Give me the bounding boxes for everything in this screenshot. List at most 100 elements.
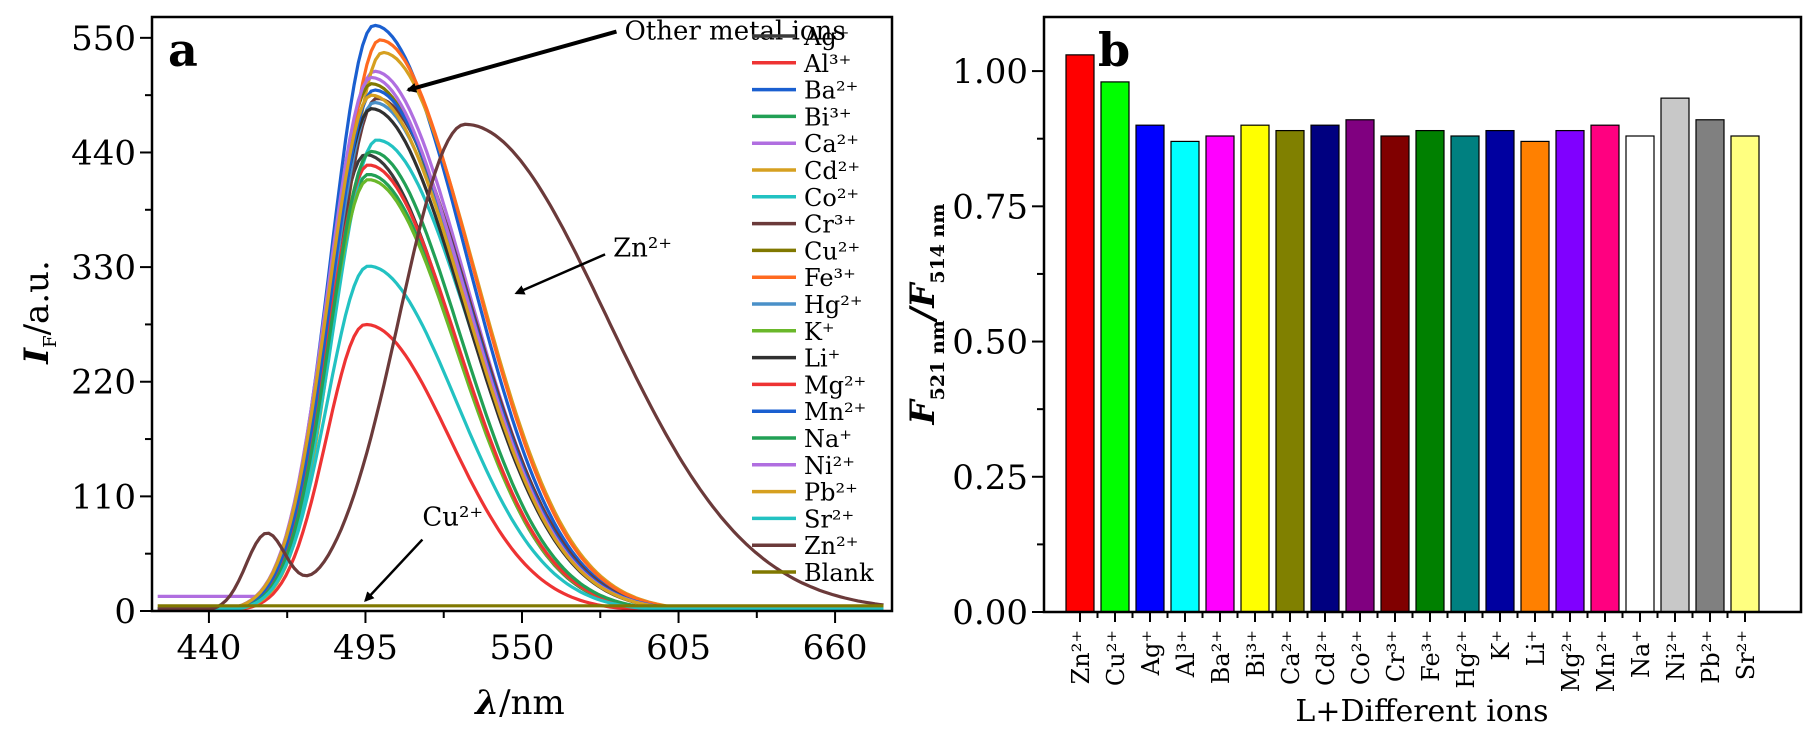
- y-tick-label-b-0.25: 0.25: [952, 458, 1028, 498]
- x-axis-b: Zn²⁺ Cu²⁺ Ag⁺ Al³⁺ Ba²⁺ Bi³⁺ Ca²⁺ Cd²⁺ Co²⁺ Cr³⁺ F…: [1067, 612, 1760, 692]
- x-tick-label-b-cd2-plus: Cd²⁺: [1312, 630, 1340, 686]
- bar-cd2-plus: [1310, 124, 1340, 613]
- y-axis-unit-a: /a.u.: [17, 260, 57, 335]
- x-tick-label-b-ca2-plus: Ca²⁺: [1277, 630, 1305, 685]
- bar-al3-plus: [1170, 140, 1200, 613]
- annotation-arrow-2: [364, 538, 424, 603]
- y-tick-label-a-110: 110: [71, 477, 136, 517]
- legend-label-sr2-plus-18: Sr²⁺: [804, 505, 854, 533]
- legend-label-al3-plus-1: Al³⁺: [803, 50, 851, 78]
- y-axis-a: 0 110 220 330 440 550: [71, 19, 152, 632]
- panel-label-b: b: [1098, 23, 1130, 77]
- annotation-arrow-1: [514, 253, 606, 295]
- bar-hg2-plus: [1450, 135, 1480, 613]
- annotation-arrow-0: [406, 29, 618, 93]
- y-tick-label-a-550: 550: [71, 19, 136, 59]
- plot-frame-a: [150, 15, 894, 613]
- bar-fe3-plus: [1415, 129, 1445, 613]
- spectrum-line-na-plus-15: [157, 149, 884, 611]
- legend-label-blank-20: Blank: [804, 559, 874, 587]
- fluorescence-ratio-bar-chart: 0.00 0.25 0.50 0.75 1.00 Zn²⁺ Cu²⁺ Ag⁺ Al³⁺ Ba²⁺…: [903, 15, 1803, 729]
- legend-label-zn2-plus-19: Zn²⁺: [804, 532, 858, 560]
- legend-label-na-plus-15: Na⁺: [804, 425, 852, 453]
- spectrum-line-fe3-plus-9: [157, 38, 884, 611]
- legend-label-mg2-plus-13: Mg²⁺: [804, 371, 866, 399]
- x-tick-label-b-al3-plus: Al³⁺: [1172, 630, 1200, 678]
- legend-label-co2-plus-6: Co²⁺: [804, 184, 859, 212]
- legend-label-pb2-plus-17: Pb²⁺: [804, 479, 858, 507]
- legend-label-mn2-plus-14: Mn²⁺: [804, 398, 866, 426]
- x-tick-label-b-ba2-plus: Ba²⁺: [1207, 630, 1235, 684]
- annotation-label-2: Cu²⁺: [422, 503, 483, 533]
- x-tick-label-b-bi3-plus: Bi³⁺: [1242, 630, 1270, 678]
- bar-ag-plus: [1135, 124, 1165, 613]
- bar-mn2-plus: [1590, 124, 1620, 613]
- x-axis-title-b: L+Different ions: [1295, 694, 1548, 729]
- x-tick-label-b-ag-plus: Ag⁺: [1137, 630, 1165, 676]
- bar-ba2-plus: [1205, 135, 1235, 613]
- y-tick-label-a-330: 330: [71, 248, 136, 288]
- y-axis-b: 0.00 0.25 0.50 0.75 1.00: [952, 52, 1044, 633]
- y-axis-sep-b: /F: [903, 281, 943, 323]
- bar-cr3-plus: [1380, 135, 1410, 613]
- legend-label-ni2-plus-16: Ni²⁺: [804, 452, 855, 480]
- bar-bi3-plus: [1240, 124, 1270, 613]
- x-tick-label-b-k-plus: K⁺: [1487, 630, 1515, 661]
- y-tick-label-a-220: 220: [71, 363, 136, 403]
- legend-label-ag-plus-0: Ag⁺: [803, 23, 849, 51]
- spectrum-line-ba2-plus-2: [157, 23, 884, 611]
- bar-co2-plus: [1345, 119, 1375, 613]
- emission-spectra-chart: 440 495 550 605 660 0 110 220 330 440 550 a Other…: [17, 15, 894, 723]
- x-axis-title-a: λ/nm: [473, 683, 564, 723]
- annotation-label-0: Other metal ions: [624, 17, 845, 47]
- y-axis-main-b: F: [903, 398, 943, 426]
- spectrum-line-ni2-plus-16: [157, 75, 884, 611]
- x-tick-label-b-hg2-plus: Hg²⁺: [1452, 630, 1480, 689]
- x-tick-label-b-li-plus: Li⁺: [1522, 630, 1550, 666]
- legend-label-bi3-plus-3: Bi³⁺: [804, 103, 852, 131]
- legend-label-li-plus-12: Li⁺: [804, 345, 840, 373]
- y-tick-label-b-1.00: 1.00: [952, 52, 1028, 92]
- y-axis-title-a: IF/a.u.: [17, 260, 61, 365]
- x-tick-label-a-495: 495: [333, 628, 398, 668]
- y-axis-sub-a: F: [40, 335, 61, 348]
- plot-frame-b: [1042, 15, 1803, 614]
- bar-zn2-plus: [1065, 54, 1095, 613]
- x-tick-label-b-mg2-plus: Mg²⁺: [1557, 630, 1585, 692]
- y-tick-label-a-0: 0: [114, 592, 136, 632]
- legend-a: Ag⁺Al³⁺Ba²⁺Bi³⁺Ca²⁺Cd²⁺Co²⁺Cr³⁺Cu²⁺Fe³⁺H…: [752, 23, 874, 587]
- annotation-label-1: Zn²⁺: [613, 233, 672, 263]
- bar-mg2-plus: [1555, 129, 1585, 613]
- x-axis-a: 440 495 550 605 660: [176, 611, 868, 668]
- x-axis-symbol-a: λ: [473, 683, 499, 723]
- annotations-a: Other metal ions Zn²⁺ Cu²⁺: [364, 17, 846, 603]
- bar-k-plus: [1485, 129, 1515, 613]
- legend-label-fe3-plus-9: Fe³⁺: [804, 264, 856, 292]
- x-tick-label-b-pb2-plus: Pb²⁺: [1697, 630, 1725, 684]
- y-tick-label-b-0.75: 0.75: [952, 187, 1028, 227]
- y-axis-sub2-b: 514 nm: [927, 203, 949, 283]
- x-tick-label-b-cr3-plus: Cr³⁺: [1382, 630, 1410, 682]
- bar-li-plus: [1520, 140, 1550, 613]
- bar-ca2-plus: [1275, 129, 1305, 613]
- legend-label-cd2-plus-5: Cd²⁺: [804, 157, 860, 185]
- legend-label-cu2-plus-8: Cu²⁺: [804, 237, 860, 265]
- spectrum-line-sr2-plus-18: [157, 264, 884, 611]
- x-tick-label-b-co2-plus: Co²⁺: [1347, 630, 1375, 685]
- legend-label-cr3-plus-7: Cr³⁺: [804, 211, 856, 239]
- spectrum-line-zn2-plus-19: [157, 122, 884, 611]
- legend-label-ca2-plus-4: Ca²⁺: [804, 130, 859, 158]
- spectrum-line-mg2-plus-13: [157, 163, 884, 611]
- x-tick-label-a-605: 605: [646, 628, 711, 668]
- bar-na-plus: [1625, 135, 1655, 613]
- spectrum-line-co2-plus-6: [157, 138, 884, 611]
- x-tick-label-b-sr2-plus: Sr²⁺: [1732, 630, 1760, 680]
- legend-label-ba2-plus-2: Ba²⁺: [804, 77, 858, 105]
- bar-ni2-plus: [1660, 97, 1690, 613]
- y-tick-label-a-440: 440: [71, 133, 136, 173]
- bar-sr2-plus: [1730, 135, 1760, 613]
- spectra-lines: [157, 23, 884, 611]
- y-axis-sub1-b: 521 nm: [927, 320, 949, 400]
- x-tick-label-b-fe3-plus: Fe³⁺: [1417, 630, 1445, 682]
